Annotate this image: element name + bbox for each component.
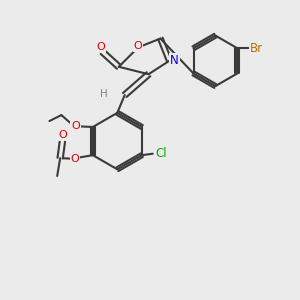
Text: Br: Br bbox=[250, 42, 263, 55]
Text: O: O bbox=[58, 130, 67, 140]
Text: Cl: Cl bbox=[155, 147, 167, 160]
Text: O: O bbox=[70, 154, 80, 164]
Text: O: O bbox=[134, 41, 142, 51]
Text: H: H bbox=[100, 88, 108, 98]
Text: O: O bbox=[97, 42, 105, 52]
Text: N: N bbox=[170, 54, 179, 67]
Text: O: O bbox=[71, 122, 80, 131]
